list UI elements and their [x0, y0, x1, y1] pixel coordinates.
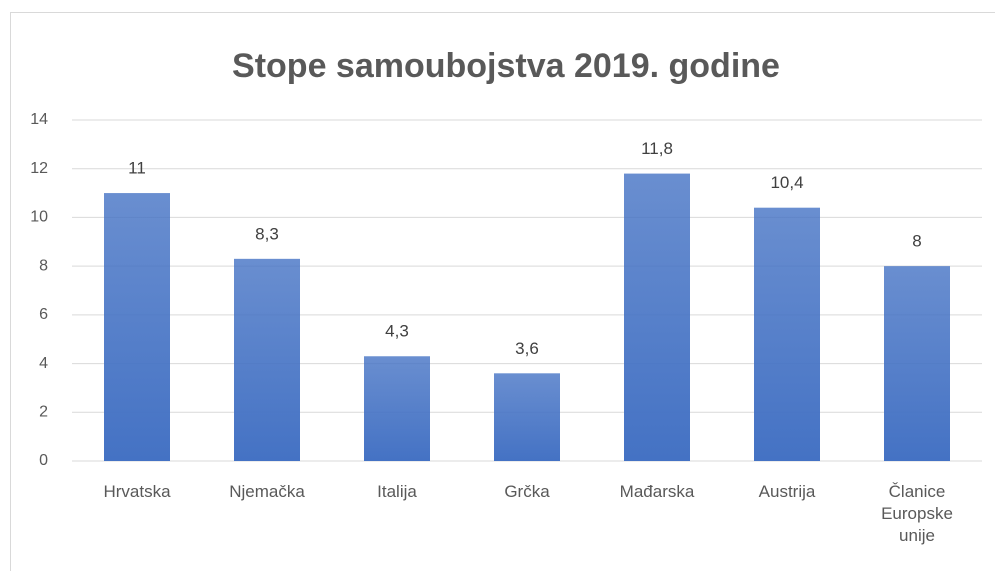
x-tick-label: Austrija	[758, 482, 816, 501]
x-tick-label-box: Članice Europske unije	[881, 482, 953, 545]
data-label: 8,3	[255, 224, 279, 243]
x-tick-label-box: Italija	[377, 482, 417, 501]
x-tick-label: Njemačka	[229, 482, 305, 501]
x-tick-label: Hrvatska	[103, 482, 171, 501]
bar	[104, 193, 170, 462]
x-tick-label: Italija	[377, 482, 417, 501]
bar	[494, 373, 560, 461]
data-label: 11	[128, 159, 146, 178]
data-label: 8	[912, 232, 921, 251]
bar	[234, 258, 300, 461]
bar	[624, 173, 690, 462]
y-tick-label: 6	[39, 306, 48, 323]
data-label: 4,3	[385, 322, 409, 341]
x-tick-label-box: Hrvatska	[103, 482, 171, 501]
x-tick-label-box: Njemačka	[229, 482, 305, 501]
chart-title: Stope samoubojstva 2019. godine	[232, 47, 780, 85]
x-tick-label: Mađarska	[619, 482, 695, 501]
x-tick-label: Članice Europske unije	[881, 482, 953, 545]
x-tick-label: Grčka	[504, 482, 550, 501]
y-tick-label: 12	[30, 160, 48, 177]
x-tick-label-box: Mađarska	[619, 482, 695, 501]
y-tick-label: 2	[39, 404, 48, 421]
y-tick-label: 14	[30, 111, 48, 128]
bar	[364, 356, 430, 461]
x-tick-label-box: Austrija	[758, 482, 816, 501]
data-label: 10,4	[770, 173, 803, 192]
y-tick-label: 0	[39, 452, 48, 469]
y-tick-label: 8	[39, 257, 48, 274]
bar	[754, 207, 820, 461]
chart-border	[10, 12, 995, 571]
data-label: 11,8	[641, 139, 673, 158]
x-tick-label-box: Grčka	[504, 482, 550, 501]
data-label: 3,6	[515, 339, 539, 358]
bar	[884, 266, 950, 461]
y-tick-label: 10	[30, 209, 48, 226]
y-tick-label: 4	[39, 355, 48, 372]
